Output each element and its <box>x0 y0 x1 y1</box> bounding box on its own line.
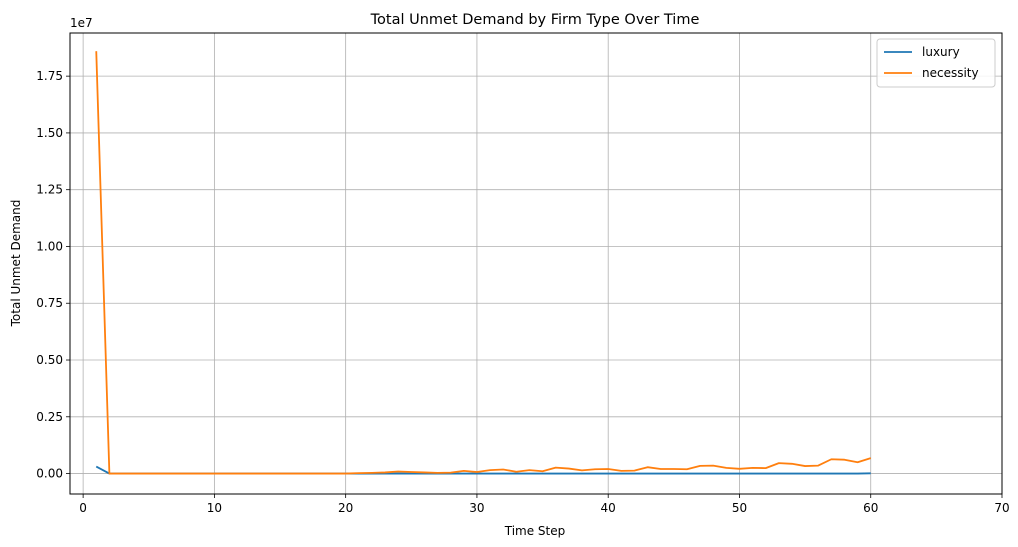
legend-box <box>876 38 996 88</box>
plot-frame <box>69 32 1003 495</box>
x-tick-label: 30 <box>469 501 484 515</box>
legend: luxury necessity <box>876 38 996 88</box>
y-axis: 0.00 0.25 0.50 0.75 1.00 1.25 1.50 1.75 <box>36 69 70 481</box>
x-tick-label: 0 <box>79 501 87 515</box>
x-tick-label: 40 <box>601 501 616 515</box>
x-tick-label: 70 <box>994 501 1009 515</box>
y-tick-label: 0.25 <box>36 410 63 424</box>
grid <box>70 33 1003 494</box>
x-tick-label: 60 <box>863 501 878 515</box>
y-tick-label: 0.50 <box>36 353 63 367</box>
series-lines <box>95 51 871 475</box>
x-tick-label: 50 <box>732 501 747 515</box>
y-tick-label: 0.00 <box>36 467 63 481</box>
y-tick-label: 1.25 <box>36 183 63 197</box>
x-axis: 0 10 20 30 40 50 60 70 <box>79 494 1010 515</box>
legend-label-luxury: luxury <box>922 45 960 59</box>
legend-label-necessity: necessity <box>922 66 979 80</box>
series-line-necessity <box>95 51 871 475</box>
y-tick-label: 0.75 <box>36 296 63 310</box>
y-tick-label: 1.75 <box>36 69 63 83</box>
y-tick-label: 1.00 <box>36 239 63 253</box>
y-tick-label: 1.50 <box>36 126 63 140</box>
chart-title: Total Unmet Demand by Firm Type Over Tim… <box>370 12 700 28</box>
x-axis-label: Time Step <box>504 524 566 538</box>
x-tick-label: 20 <box>338 501 353 515</box>
y-offset-text: 1e7 <box>70 16 93 30</box>
y-axis-label: Total Unmet Demand <box>9 200 23 328</box>
x-tick-label: 10 <box>207 501 222 515</box>
